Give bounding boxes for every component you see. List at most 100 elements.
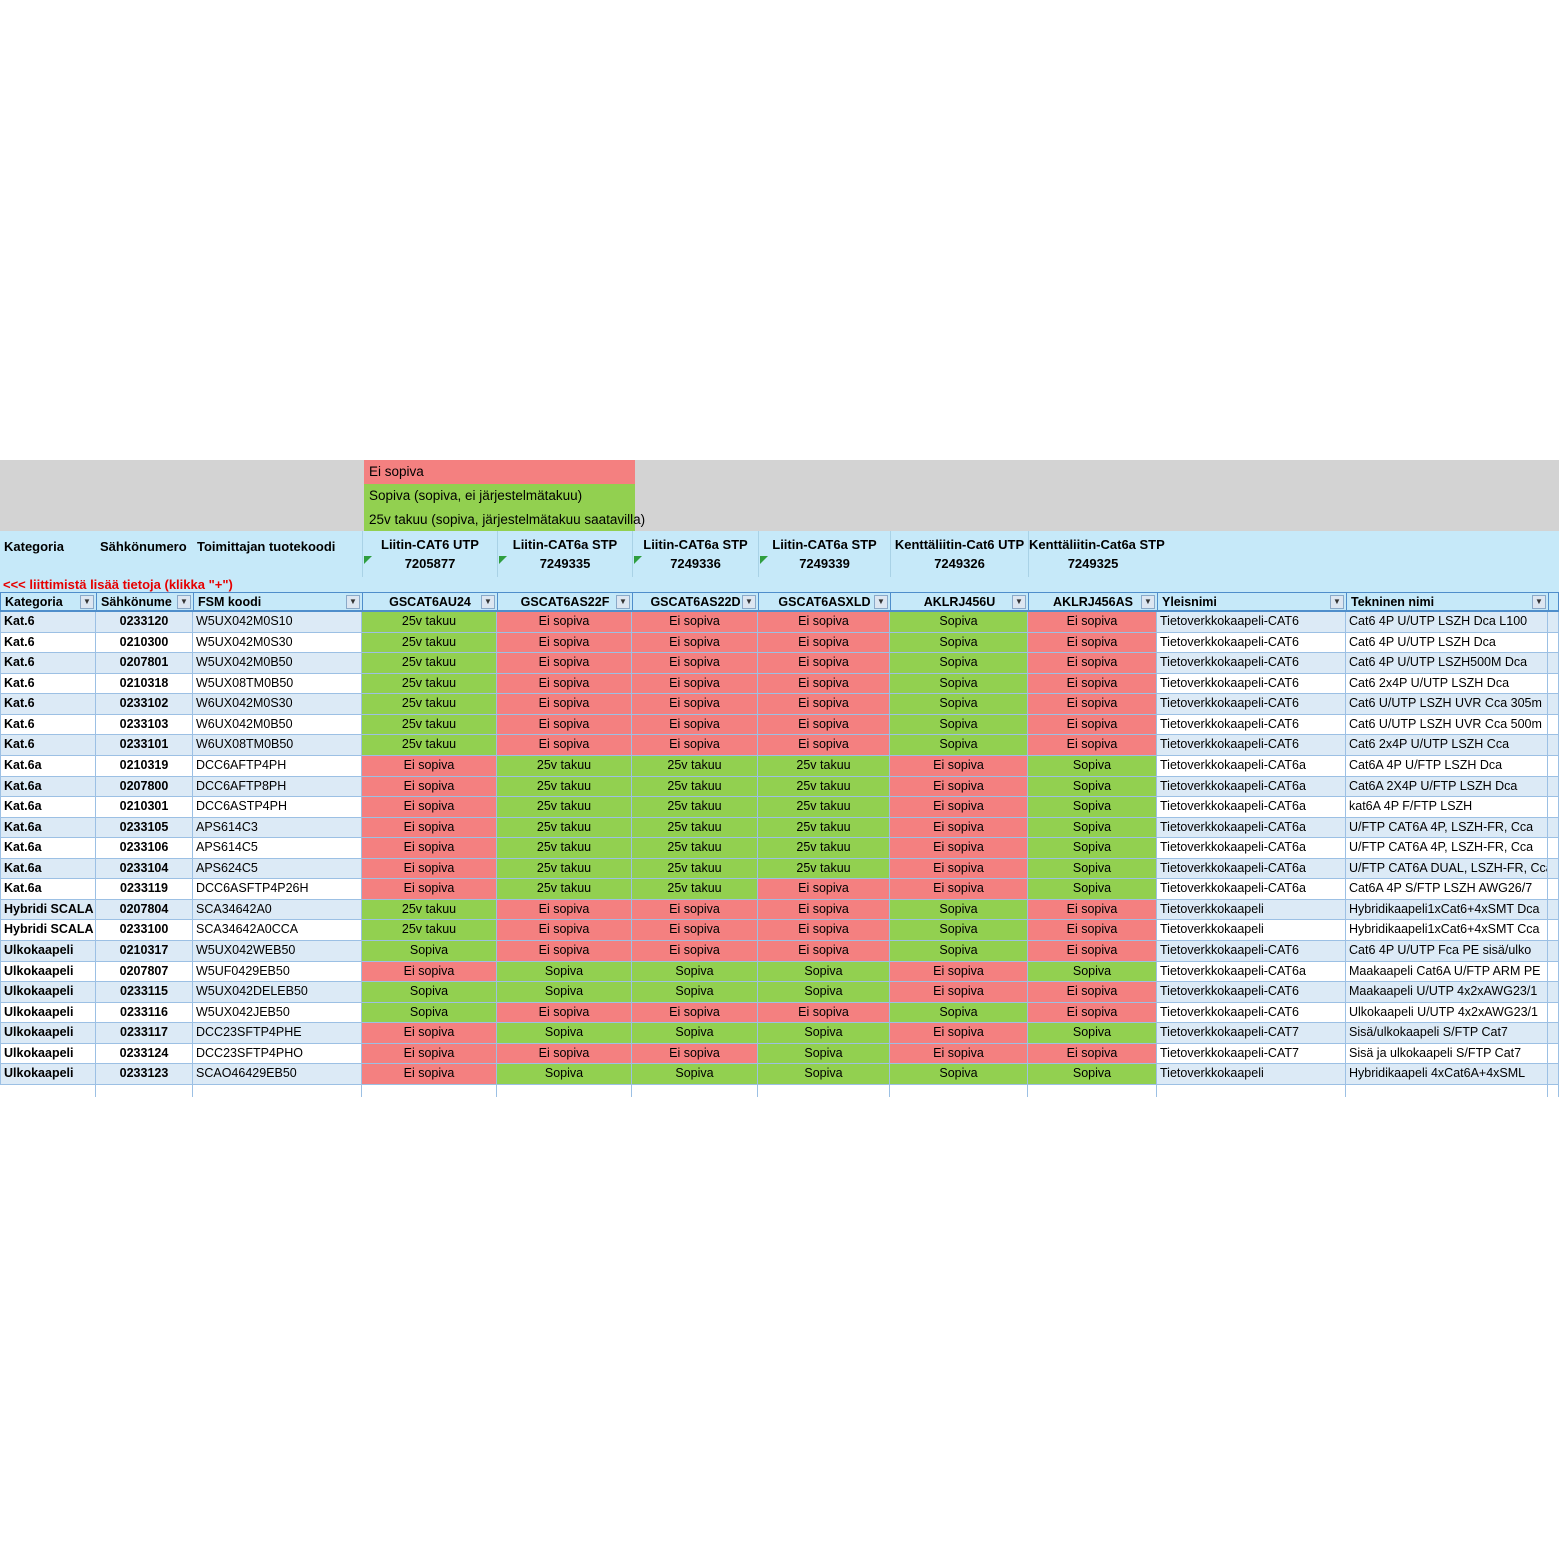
status-cell-gscat6au24[interactable]: Ei sopiva: [362, 817, 497, 839]
sahkonumero-cell[interactable]: 0210301: [96, 797, 193, 818]
yleisnimi-cell[interactable]: Tietoverkkokaapeli-CAT6: [1157, 694, 1346, 715]
sahkonumero-cell[interactable]: 0233117: [96, 1023, 193, 1044]
fsm-koodi-cell[interactable]: DCC23SFTP4PHE: [193, 1023, 362, 1044]
status-cell-gscat6as22f[interactable]: 25v takuu: [497, 755, 632, 777]
status-cell-aklrj456u[interactable]: Ei sopiva: [890, 982, 1028, 1003]
status-cell-gscat6asxld[interactable]: Sopiva: [758, 961, 890, 983]
sahkonumero-cell[interactable]: 0233119: [96, 879, 193, 900]
status-cell-gscat6as22f[interactable]: Sopiva: [497, 982, 632, 1003]
status-cell-gscat6as22f[interactable]: 25v takuu: [497, 797, 632, 818]
status-cell-gscat6asxld[interactable]: Ei sopiva: [758, 735, 890, 756]
status-cell-gscat6as22d[interactable]: Ei sopiva: [632, 920, 758, 941]
status-cell-gscat6as22d[interactable]: Ei sopiva: [632, 714, 758, 736]
tekninen-nimi-cell[interactable]: U/FTP CAT6A DUAL, LSZH-FR, Cca: [1346, 858, 1548, 880]
status-cell-gscat6asxld[interactable]: 25v takuu: [758, 797, 890, 818]
yleisnimi-cell[interactable]: Tietoverkkokaapeli: [1157, 920, 1346, 941]
category-cell[interactable]: Ulkokaapeli: [0, 1043, 96, 1065]
fsm-koodi-cell[interactable]: W5UX042DELEB50: [193, 982, 362, 1003]
status-cell-aklrj456u[interactable]: Ei sopiva: [890, 797, 1028, 818]
status-cell-aklrj456u[interactable]: Sopiva: [890, 1064, 1028, 1085]
status-cell-gscat6asxld[interactable]: 25v takuu: [758, 858, 890, 880]
status-cell-gscat6as22f[interactable]: Ei sopiva: [497, 653, 632, 674]
status-cell-gscat6au24[interactable]: 25v takuu: [362, 653, 497, 674]
status-cell-aklrj456as[interactable]: Ei sopiva: [1028, 1043, 1157, 1065]
status-cell-aklrj456as[interactable]: Ei sopiva: [1028, 694, 1157, 715]
status-cell-gscat6asxld[interactable]: Sopiva: [758, 982, 890, 1003]
sahkonumero-cell[interactable]: 0210319: [96, 755, 193, 777]
status-cell-gscat6as22f[interactable]: Ei sopiva: [497, 714, 632, 736]
category-cell[interactable]: Kat.6a: [0, 858, 96, 880]
yleisnimi-cell[interactable]: Tietoverkkokaapeli-CAT6a: [1157, 776, 1346, 798]
overflow-cell[interactable]: [1548, 1002, 1559, 1024]
status-cell-aklrj456as[interactable]: Sopiva: [1028, 858, 1157, 880]
category-cell[interactable]: Kat.6: [0, 612, 96, 633]
status-cell-gscat6as22d[interactable]: 25v takuu: [632, 755, 758, 777]
status-cell-aklrj456as[interactable]: Ei sopiva: [1028, 673, 1157, 695]
filter-dropdown-icon[interactable]: ▼: [80, 595, 94, 609]
status-cell-gscat6as22f[interactable]: Ei sopiva: [497, 632, 632, 654]
status-cell-aklrj456as[interactable]: Ei sopiva: [1028, 632, 1157, 654]
category-cell[interactable]: Ulkokaapeli: [0, 1002, 96, 1024]
status-cell-aklrj456u[interactable]: Sopiva: [890, 899, 1028, 921]
filter-cell-sahkonumero[interactable]: Sähkönume ▼: [96, 592, 193, 612]
status-cell-gscat6asxld[interactable]: 25v takuu: [758, 776, 890, 798]
status-cell-gscat6as22f[interactable]: Sopiva: [497, 961, 632, 983]
status-cell-gscat6au24[interactable]: Ei sopiva: [362, 1064, 497, 1085]
fsm-koodi-cell[interactable]: W5UF0429EB50: [193, 961, 362, 983]
status-cell-aklrj456u[interactable]: Ei sopiva: [890, 1023, 1028, 1044]
connector-header-7249339[interactable]: Liitin-CAT6a STP 7249339: [758, 531, 890, 577]
fsm-koodi-cell[interactable]: DCC6ASFTP4P26H: [193, 879, 362, 900]
category-cell[interactable]: Kat.6a: [0, 776, 96, 798]
status-cell-gscat6as22d[interactable]: 25v takuu: [632, 879, 758, 900]
status-cell-gscat6au24[interactable]: 25v takuu: [362, 694, 497, 715]
yleisnimi-cell[interactable]: Tietoverkkokaapeli-CAT6: [1157, 982, 1346, 1003]
status-cell-gscat6au24[interactable]: Ei sopiva: [362, 776, 497, 798]
tekninen-nimi-cell[interactable]: Hybridikaapeli1xCat6+4xSMT Cca: [1346, 920, 1548, 941]
connector-header-7205877[interactable]: Liitin-CAT6 UTP 7205877: [362, 531, 497, 577]
filter-cell-kategoria[interactable]: Kategoria ▼: [0, 592, 96, 612]
status-cell-gscat6asxld[interactable]: Ei sopiva: [758, 941, 890, 962]
fsm-koodi-cell[interactable]: DCC6ASTP4PH: [193, 797, 362, 818]
sahkonumero-cell[interactable]: 0233103: [96, 714, 193, 736]
overflow-cell[interactable]: [1548, 714, 1559, 736]
connector-header-7249335[interactable]: Liitin-CAT6a STP 7249335: [497, 531, 632, 577]
status-cell-aklrj456as[interactable]: Ei sopiva: [1028, 920, 1157, 941]
status-cell-aklrj456as[interactable]: Ei sopiva: [1028, 653, 1157, 674]
category-cell[interactable]: Kat.6: [0, 673, 96, 695]
yleisnimi-cell[interactable]: Tietoverkkokaapeli-CAT6a: [1157, 858, 1346, 880]
status-cell-gscat6as22d[interactable]: Sopiva: [632, 961, 758, 983]
sahkonumero-cell[interactable]: 0210317: [96, 941, 193, 962]
category-cell[interactable]: Kat.6a: [0, 755, 96, 777]
legend-item-ei-sopiva[interactable]: Ei sopiva: [364, 460, 635, 484]
tekninen-nimi-cell[interactable]: Cat6 2x4P U/UTP LSZH Dca: [1346, 673, 1548, 695]
fsm-koodi-cell[interactable]: SCA34642A0CCA: [193, 920, 362, 941]
tekninen-nimi-cell[interactable]: Maakaapeli Cat6A U/FTP ARM PE: [1346, 961, 1548, 983]
overflow-cell[interactable]: [1548, 1023, 1559, 1044]
status-cell-gscat6au24[interactable]: Ei sopiva: [362, 879, 497, 900]
filter-cell-gscat6asxld[interactable]: GSCAT6ASXLD ▼: [758, 592, 890, 612]
empty-cell[interactable]: [890, 1084, 1028, 1097]
tekninen-nimi-cell[interactable]: Maakaapeli U/UTP 4x2xAWG23/1: [1346, 982, 1548, 1003]
status-cell-gscat6as22d[interactable]: Ei sopiva: [632, 941, 758, 962]
filter-dropdown-icon[interactable]: ▼: [874, 595, 888, 609]
yleisnimi-cell[interactable]: Tietoverkkokaapeli-CAT6: [1157, 1002, 1346, 1024]
filter-dropdown-icon[interactable]: ▼: [346, 595, 360, 609]
status-cell-aklrj456u[interactable]: Ei sopiva: [890, 838, 1028, 859]
fsm-koodi-cell[interactable]: W6UX08TM0B50: [193, 735, 362, 756]
status-cell-gscat6as22d[interactable]: Ei sopiva: [632, 632, 758, 654]
tekninen-nimi-cell[interactable]: Cat6A 4P U/FTP LSZH Dca: [1346, 755, 1548, 777]
yleisnimi-cell[interactable]: Tietoverkkokaapeli-CAT6a: [1157, 817, 1346, 839]
empty-cell[interactable]: [497, 1084, 632, 1097]
status-cell-aklrj456u[interactable]: Sopiva: [890, 653, 1028, 674]
status-cell-aklrj456u[interactable]: Sopiva: [890, 612, 1028, 633]
tekninen-nimi-cell[interactable]: Ulkokaapeli U/UTP 4x2xAWG23/1: [1346, 1002, 1548, 1024]
status-cell-gscat6asxld[interactable]: Ei sopiva: [758, 714, 890, 736]
status-cell-gscat6asxld[interactable]: 25v takuu: [758, 817, 890, 839]
status-cell-aklrj456u[interactable]: Sopiva: [890, 632, 1028, 654]
tekninen-nimi-cell[interactable]: Sisä/ulkokaapeli S/FTP Cat7: [1346, 1023, 1548, 1044]
status-cell-aklrj456u[interactable]: Ei sopiva: [890, 776, 1028, 798]
sahkonumero-cell[interactable]: 0233105: [96, 817, 193, 839]
yleisnimi-cell[interactable]: Tietoverkkokaapeli-CAT6: [1157, 735, 1346, 756]
status-cell-gscat6as22d[interactable]: Sopiva: [632, 1023, 758, 1044]
category-cell[interactable]: Kat.6: [0, 735, 96, 756]
